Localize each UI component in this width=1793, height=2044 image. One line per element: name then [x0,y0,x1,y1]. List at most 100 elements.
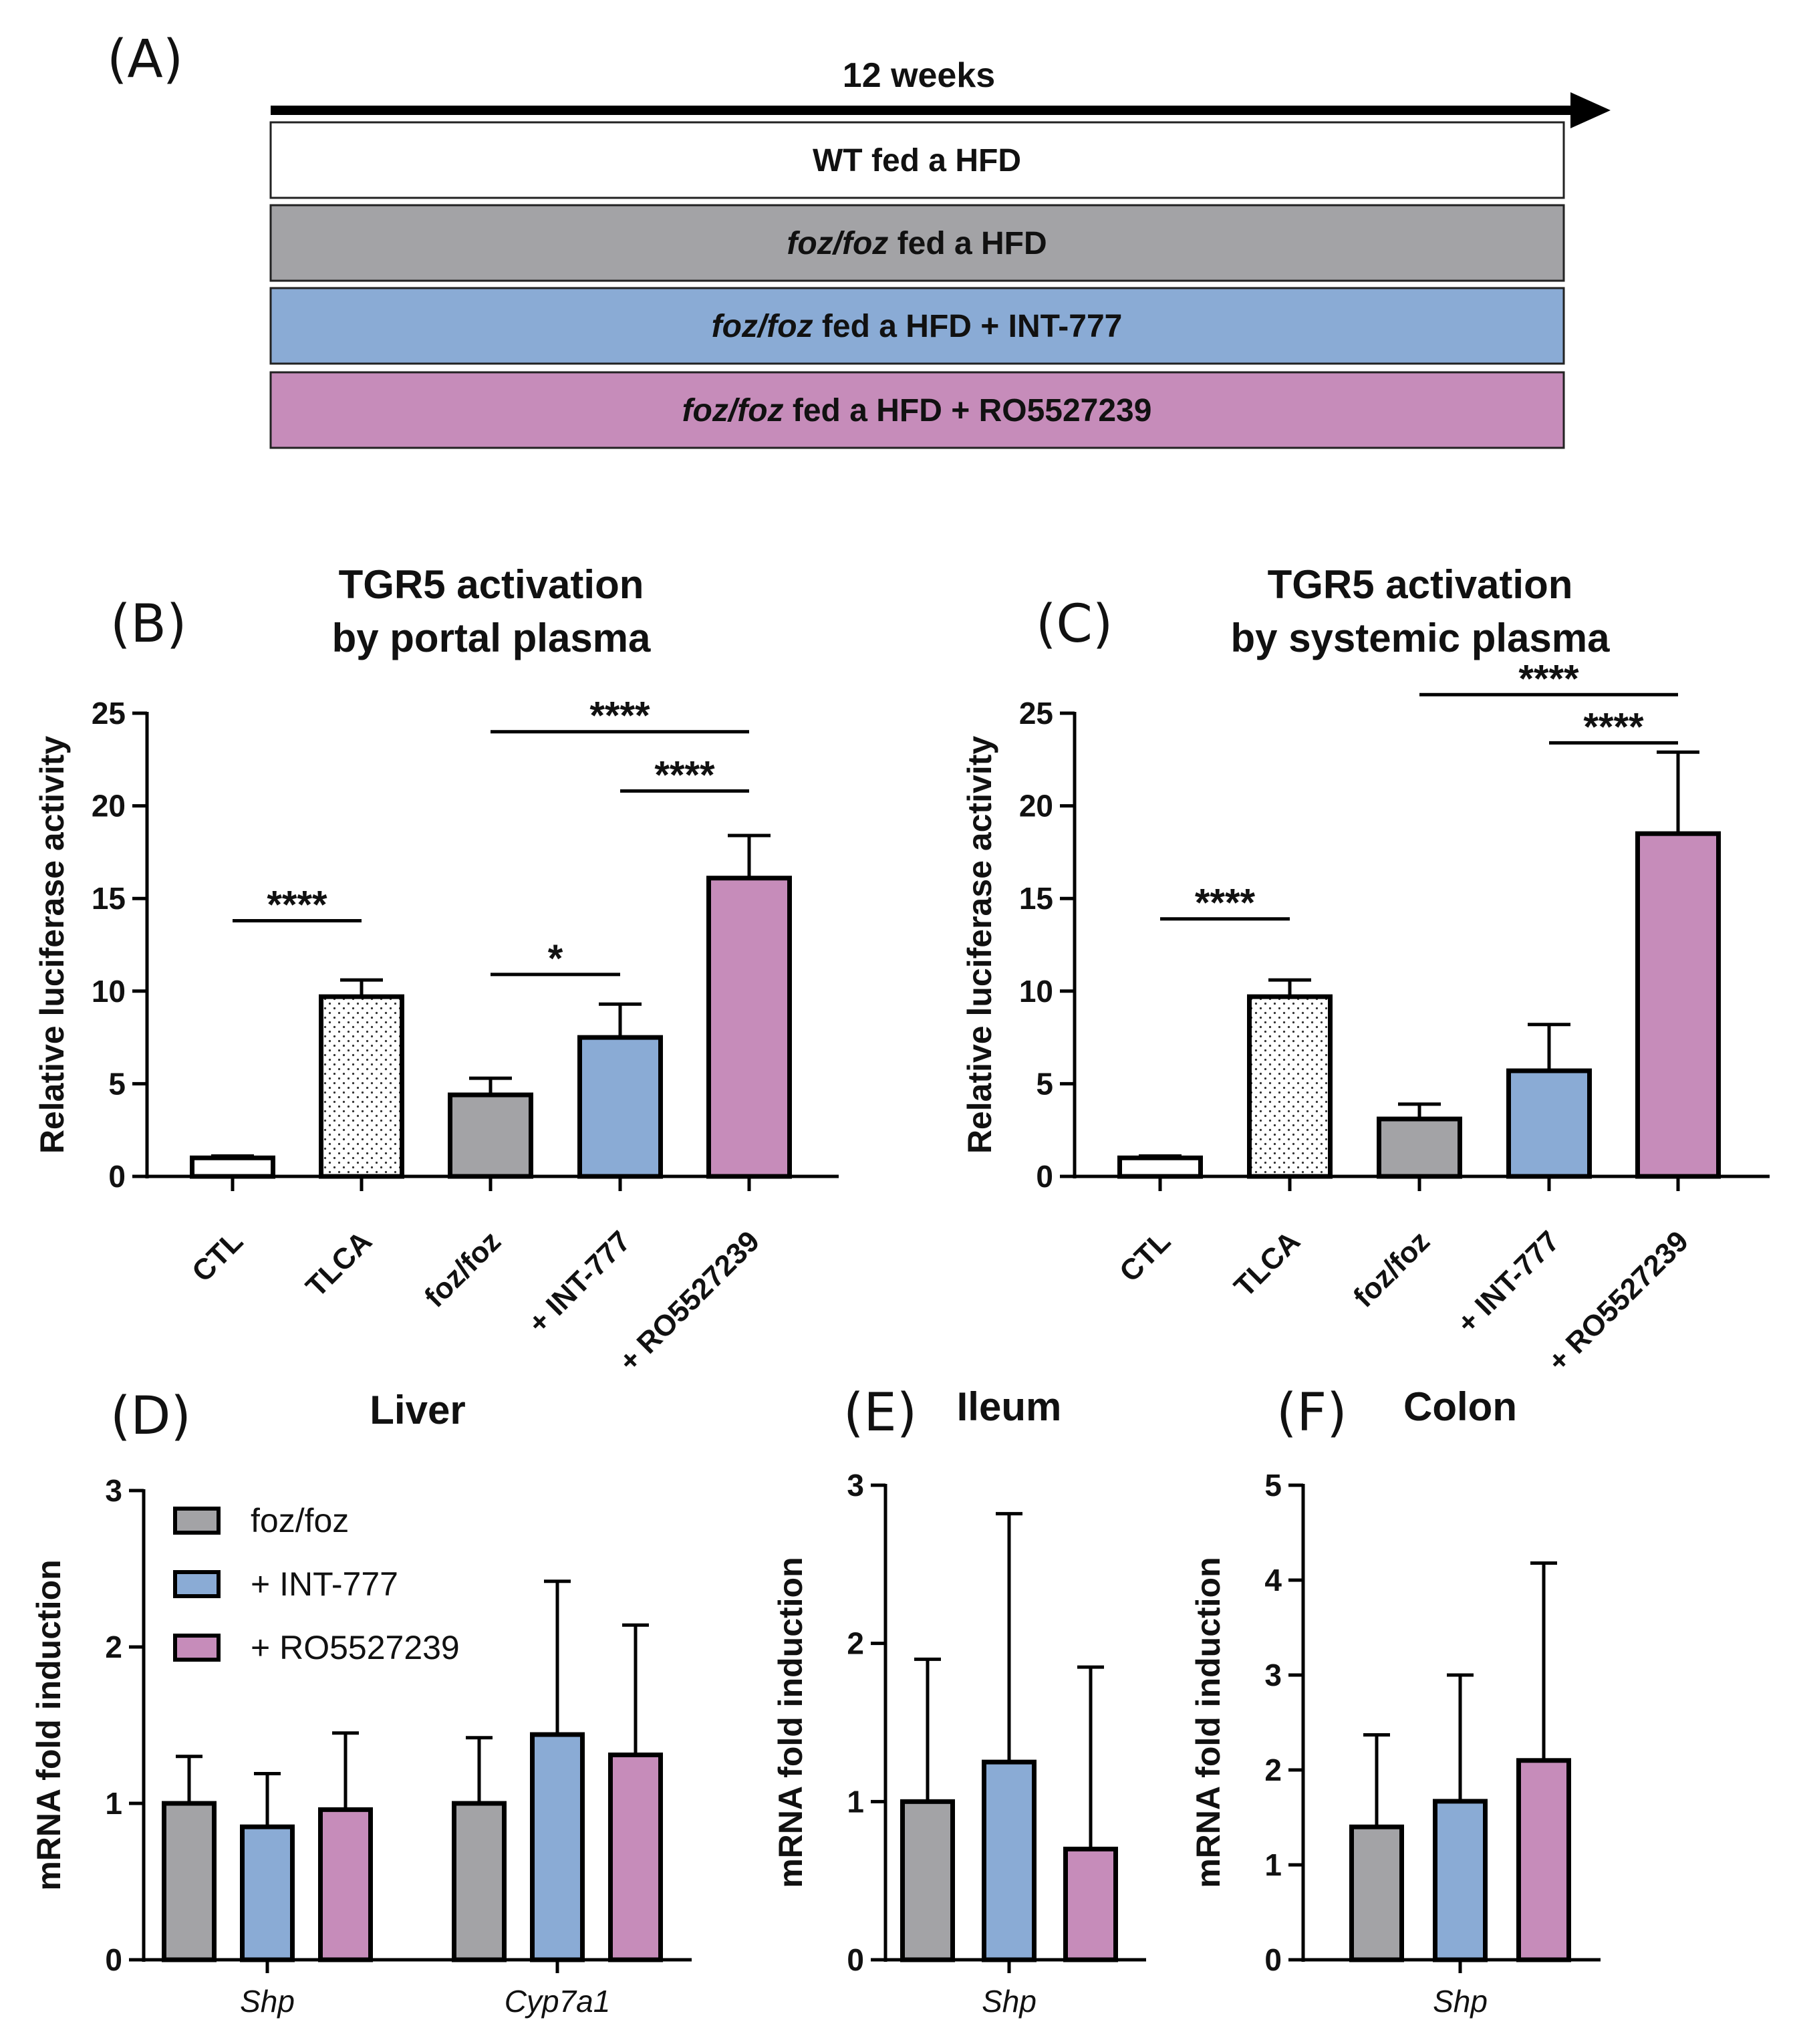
y-axis-label: Relative luciferase activity [961,736,998,1154]
legend-swatch [173,1634,221,1662]
y-tick-label: 5 [1036,1066,1053,1101]
bar--ro5527239 [1635,831,1721,1179]
bar-ctl [1117,1155,1203,1179]
bar-tlca [319,994,404,1179]
y-tick-label: 0 [1264,1942,1282,1977]
bar-shp-1 [1349,1824,1404,1962]
y-tick-label: 10 [92,974,126,1009]
significance-label: **** [589,694,650,738]
panel-a-letter: (A) [107,29,183,90]
panel-letter: (E) [843,1383,917,1443]
x-tick-label: CTL [1113,1225,1177,1288]
chart-f: (F) Colon 0 1 2 3 4 5 mRNA fold induction Shp [1190,1383,1601,2019]
x-tick-label: TLCA [299,1225,378,1303]
y-axis-label: mRNA fold induction [30,1559,67,1890]
treatment-row-3 [269,287,1565,365]
legend-swatch [173,1507,221,1535]
y-tick-label: 15 [1019,881,1053,916]
y-tick-label: 1 [847,1784,864,1819]
y-tick-label: 0 [105,1942,122,1977]
treatment-row-label-text: fed a HFD [888,226,1047,261]
timeline-arrow-head [1570,92,1611,128]
significance-label: **** [654,753,715,797]
bar-foz-foz [448,1092,533,1179]
significance-label: **** [1518,657,1579,700]
y-tick-label: 10 [1019,974,1053,1009]
y-tick-label: 5 [1264,1468,1282,1503]
y-tick-label: 1 [105,1786,122,1821]
bar-shp-3 [318,1807,373,1962]
bar-shp-1 [900,1799,955,1962]
y-tick-label: 2 [847,1626,864,1661]
x-tick-label: CTL [186,1225,249,1288]
bar-shp-3 [1063,1846,1118,1962]
bar--int-777 [1506,1068,1592,1179]
y-tick-label: 3 [105,1473,122,1508]
chart-title: Liver [370,1388,465,1432]
chart-title: TGR5 activation [1268,562,1573,607]
chart-title: by systemic plasma [1231,616,1611,660]
bar-cyp7a1-3 [608,1752,663,1962]
y-tick-label: 3 [1264,1658,1282,1692]
significance-label: **** [1195,882,1256,925]
treatment-row-label-text: WT fed a HFD [813,143,1021,178]
panel-a: (A) 12 weeks WT fed a HFD foz/foz fed a H… [107,29,1611,449]
treatment-row-label-text: fed a HFD + INT-777 [813,309,1123,344]
bar-tlca [1247,994,1333,1179]
y-tick-label: 1 [1264,1847,1282,1882]
y-tick-label: 0 [847,1942,864,1977]
bar-foz-foz [1377,1116,1462,1179]
y-axis-label: mRNA fold induction [1190,1557,1227,1888]
legend-label: foz/foz [251,1502,349,1539]
chart-d: (D) Liver 0 1 2 3 mRNA fold induction Shp Cyp7a1… [30,1386,692,2019]
bar-shp-2 [240,1824,295,1962]
x-tick-label: TLCA [1228,1225,1306,1303]
y-tick-label: 20 [92,789,126,823]
y-axis-label: mRNA fold induction [772,1557,809,1888]
group-label: Shp [982,1984,1037,2019]
significance-label: **** [267,883,327,926]
y-tick-label: 5 [108,1066,126,1101]
chart-title: Ileum [957,1384,1062,1429]
treatment-row-label: foz/foz fed a HFD + RO5527239 [682,393,1152,428]
panel-letter: (D) [110,1386,191,1446]
y-tick-label: 15 [92,881,126,916]
treatment-row-1 [269,121,1565,199]
treatment-row-label-italic: foz/foz [787,226,888,261]
treatment-row-label-text: fed a HFD + RO5527239 [784,393,1152,428]
x-tick-label: foz/foz [418,1225,507,1313]
group-label: Shp [240,1984,295,2019]
y-tick-label: 3 [847,1468,864,1503]
chart-e: (E) Ileum 0 1 2 3 mRNA fold induction Shp [772,1383,1146,2019]
timeline-label: 12 weeks [843,56,995,95]
treatment-row-label-italic: foz/foz [682,393,784,428]
bar-shp-2 [1433,1799,1488,1962]
y-tick-label: 2 [105,1630,122,1664]
chart-b: (B) TGR5 activation by portal plasma 0 5 10 15… [33,562,839,1378]
chart-title: TGR5 activation [339,562,644,607]
treatment-row-4 [269,371,1565,449]
bar--ro5527239 [706,876,792,1179]
x-tick-label: + INT-777 [522,1225,637,1339]
bar--int-777 [577,1035,663,1179]
x-tick-label: + INT-777 [1451,1225,1566,1339]
treatment-row-label: WT fed a HFD [813,143,1021,178]
legend-label: + INT-777 [251,1565,398,1603]
bar-shp-1 [162,1801,217,1962]
y-tick-label: 25 [1019,696,1053,731]
y-axis-label: Relative luciferase activity [33,736,71,1154]
chart-title: Colon [1403,1384,1517,1429]
y-tick-label: 4 [1264,1563,1282,1598]
bar-cyp7a1-2 [530,1732,585,1962]
group-label: Shp [1433,1984,1488,2019]
y-tick-label: 2 [1264,1753,1282,1787]
chart-c: (C) TGR5 activation by systemic plasma 0 5 10… [961,562,1770,1378]
y-tick-label: 0 [108,1159,126,1194]
treatment-row-label: foz/foz fed a HFD + INT-777 [712,309,1123,344]
legend-label: + RO5527239 [251,1629,460,1666]
significance-label: * [548,937,563,981]
treatment-row-label-italic: foz/foz [712,309,813,344]
bar-ctl [190,1155,275,1179]
x-tick-label: foz/foz [1347,1225,1436,1313]
chart-title: by portal plasma [332,616,651,660]
